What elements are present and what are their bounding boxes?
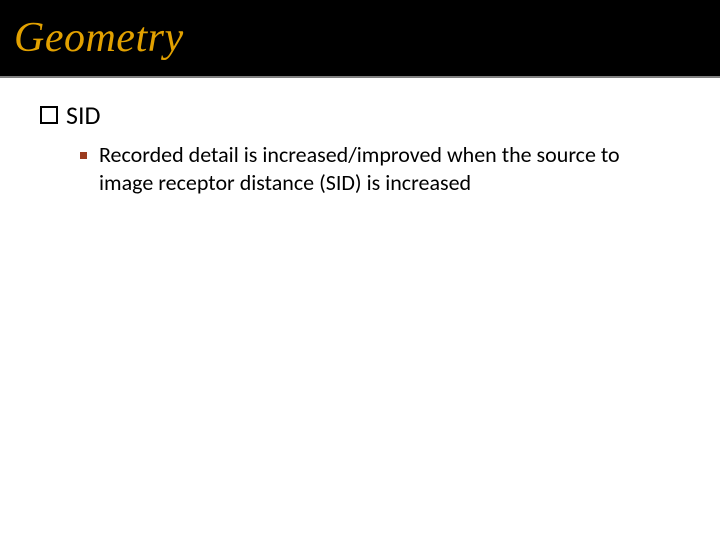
slide: Geometry SID Recorded detail is increase… [0,0,720,540]
title-bar: Geometry [0,0,720,76]
bullet-level2: Recorded detail is increased/improved wh… [80,141,660,196]
bullet-level1: SID [40,100,680,131]
bullet-level1-text: SID [66,100,101,131]
square-bullet-icon [40,106,58,124]
slide-title: Geometry [14,14,720,62]
square-subbullet-icon [80,152,87,159]
slide-content: SID Recorded detail is increased/improve… [0,78,720,196]
bullet-level2-text: Recorded detail is increased/improved wh… [99,141,639,196]
